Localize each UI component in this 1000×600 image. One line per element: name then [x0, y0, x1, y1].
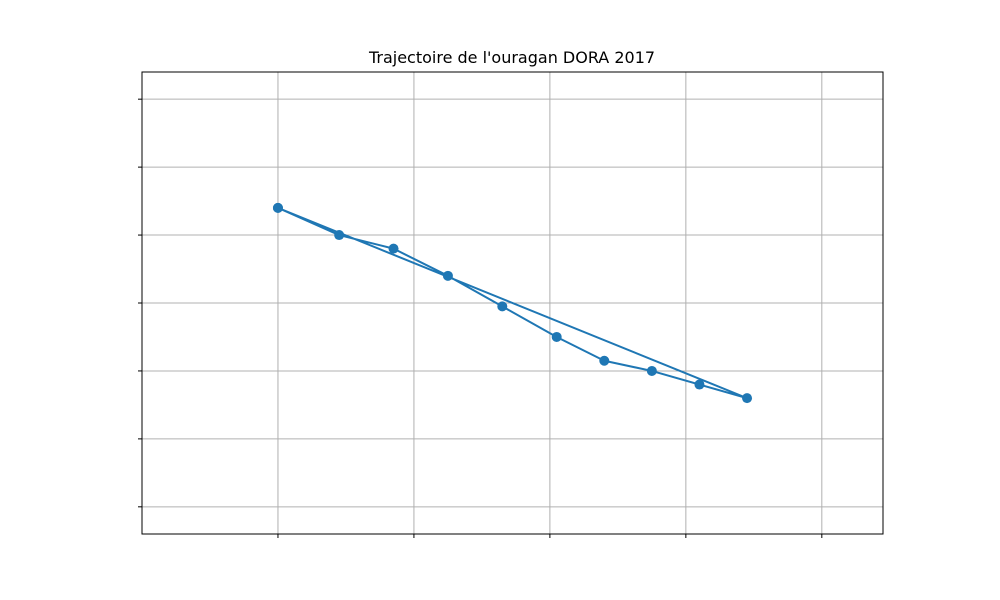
data-point-2: [694, 379, 705, 390]
data-point-5: [551, 331, 562, 342]
data-point-7: [442, 270, 453, 281]
data-point-6: [497, 301, 508, 312]
data-point-4: [599, 355, 610, 366]
data-point-9: [334, 230, 345, 241]
data-point-1: [742, 393, 753, 404]
series-layer: [272, 202, 753, 404]
data-point-10: [272, 202, 283, 213]
plot-frame: [141, 71, 884, 535]
grid: [138, 72, 883, 538]
chart-title: Trajectoire de l'ouragan DORA 2017: [368, 48, 655, 67]
data-point-8: [388, 243, 399, 254]
data-point-3: [646, 365, 657, 376]
